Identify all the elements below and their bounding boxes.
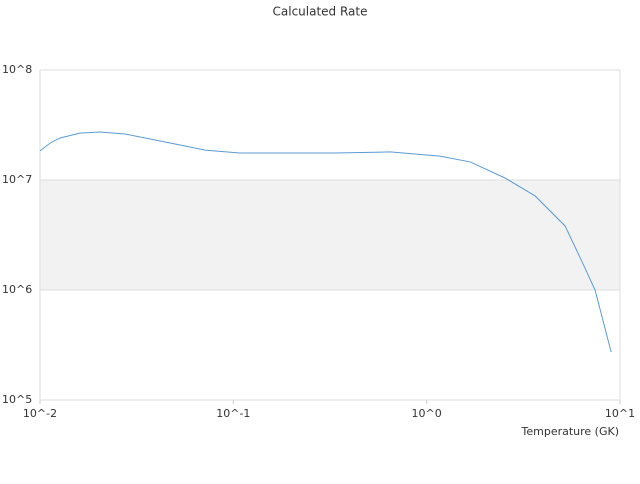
chart-title: Calculated Rate xyxy=(273,5,368,19)
x-tick-label: 10^-2 xyxy=(23,407,57,420)
x-axis-label: Temperature (GK) xyxy=(521,425,620,438)
x-tick-label: 10^1 xyxy=(605,407,635,420)
data-line xyxy=(39,131,612,353)
x-tick-label: 10^0 xyxy=(412,407,442,420)
y-tick-label: 10^5 xyxy=(2,393,32,406)
y-tick-label: 10^8 xyxy=(2,63,32,76)
y-tick-label: 10^6 xyxy=(2,283,32,296)
x-tick-label: 10^-1 xyxy=(216,407,250,420)
grid-band xyxy=(40,180,620,290)
y-tick-label: 10^7 xyxy=(2,173,32,186)
